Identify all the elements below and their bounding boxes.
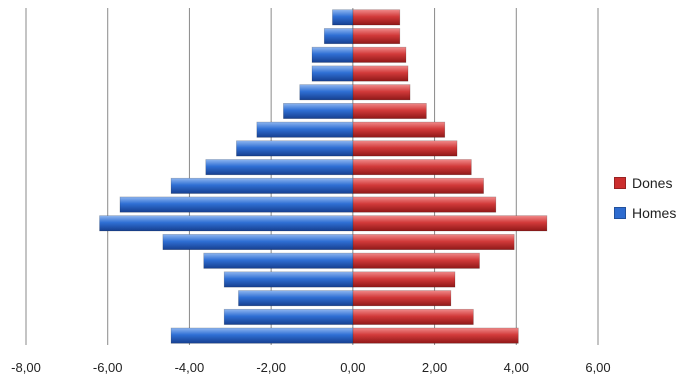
x-tick-label: -4,00 (175, 360, 205, 374)
bar-dones (352, 290, 452, 307)
bar-dones (352, 159, 472, 176)
legend-label-dones: Dones (632, 175, 673, 191)
bar-homes (311, 65, 354, 82)
x-tick-label: 6,00 (585, 360, 610, 374)
bar-homes (99, 215, 354, 232)
legend-label-homes: Homes (632, 205, 677, 221)
x-tick-label: 0,00 (340, 360, 365, 374)
legend-item-homes: Homes (614, 198, 676, 228)
legend-swatch-dones (614, 177, 626, 189)
x-tick-label: 2,00 (422, 360, 447, 374)
bar-dones (352, 308, 474, 325)
bar-homes (238, 290, 354, 307)
bar-dones (352, 46, 407, 63)
bar-homes (311, 46, 354, 63)
bar-dones (352, 102, 427, 119)
bar-dones (352, 271, 456, 288)
bar-dones (352, 140, 458, 157)
x-tick-label: -6,00 (93, 360, 123, 374)
x-axis-ticks: -8,00 -6,00 -4,00 -2,00 0,00 2,00 4,00 6,00 (11, 360, 610, 374)
x-tick-label: -8,00 (11, 360, 41, 374)
bar-dones (352, 215, 548, 232)
bar-dones (352, 121, 446, 138)
gridlines (25, 8, 599, 345)
legend-item-dones: Dones (614, 168, 676, 198)
bar-homes (223, 271, 354, 288)
bar-homes (332, 9, 354, 26)
bar-homes (203, 252, 354, 269)
bars (99, 9, 548, 344)
bar-homes (170, 327, 354, 344)
bar-homes (205, 159, 354, 176)
bar-homes (323, 28, 354, 45)
bar-dones (352, 9, 401, 26)
bar-homes (256, 121, 354, 138)
legend-swatch-homes (614, 207, 626, 219)
bar-homes (236, 140, 354, 157)
bar-dones (352, 177, 484, 194)
bar-dones (352, 28, 401, 45)
x-tick-label: -2,00 (256, 360, 286, 374)
bar-dones (352, 196, 497, 213)
bar-homes (283, 102, 354, 119)
bar-homes (119, 196, 354, 213)
bar-homes (223, 308, 354, 325)
bar-dones (352, 252, 480, 269)
bar-homes (299, 84, 354, 101)
bar-homes (170, 177, 354, 194)
bar-dones (352, 234, 515, 251)
bar-homes (162, 234, 354, 251)
bar-dones (352, 327, 519, 344)
bar-dones (352, 65, 409, 82)
legend: Dones Homes (614, 168, 676, 228)
x-tick-label: 4,00 (504, 360, 529, 374)
bar-dones (352, 84, 411, 101)
